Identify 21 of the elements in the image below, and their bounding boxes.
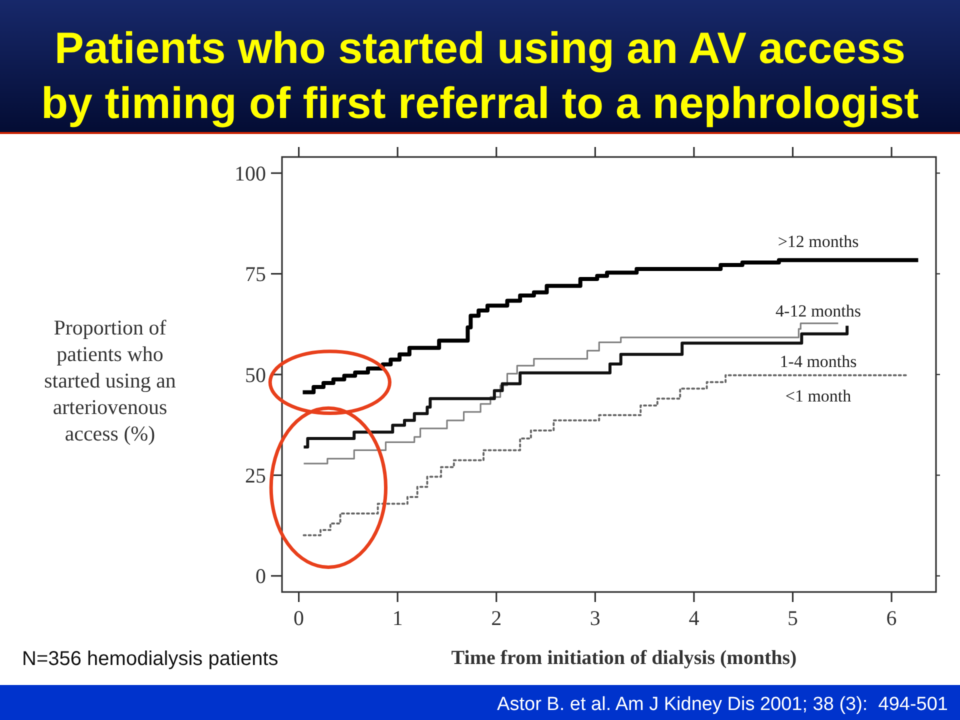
text: N=356 hemodialysis patients: [22, 648, 278, 670]
x-tick-label: 3: [590, 606, 600, 630]
x-tick-label: 1: [392, 606, 403, 630]
x-tick-label: 2: [491, 606, 502, 630]
x-tick-label: 4: [688, 606, 700, 630]
x-tick-label: 5: [788, 606, 798, 630]
y-tick-label: 25: [245, 464, 266, 488]
x-tick-label: 6: [886, 606, 897, 630]
x-tick-label: 0: [294, 606, 304, 630]
y-axis-title: Proportion of patients who started using an arteriovenous access (%): [44, 315, 176, 446]
x-axis-title: Time from initiation of dialysis (months): [451, 647, 797, 669]
text: Astor B. et al. Am J Kidney Dis 2001; 38 (3): 494-501: [497, 694, 948, 715]
chart-title: Patients who started using an AV access by timing of first referral to a nephrologist: [41, 24, 920, 128]
y-tick-label: 100: [234, 161, 266, 186]
series-label: 4-12 months: [776, 301, 862, 320]
series-label: 1-4 months: [780, 352, 857, 371]
series-label: <1 month: [785, 386, 852, 406]
y-tick-label: 0: [256, 564, 266, 588]
y-tick-label: 50: [245, 362, 266, 387]
y-tick-label: 75: [245, 262, 266, 286]
series-label: >12 months: [778, 232, 859, 252]
